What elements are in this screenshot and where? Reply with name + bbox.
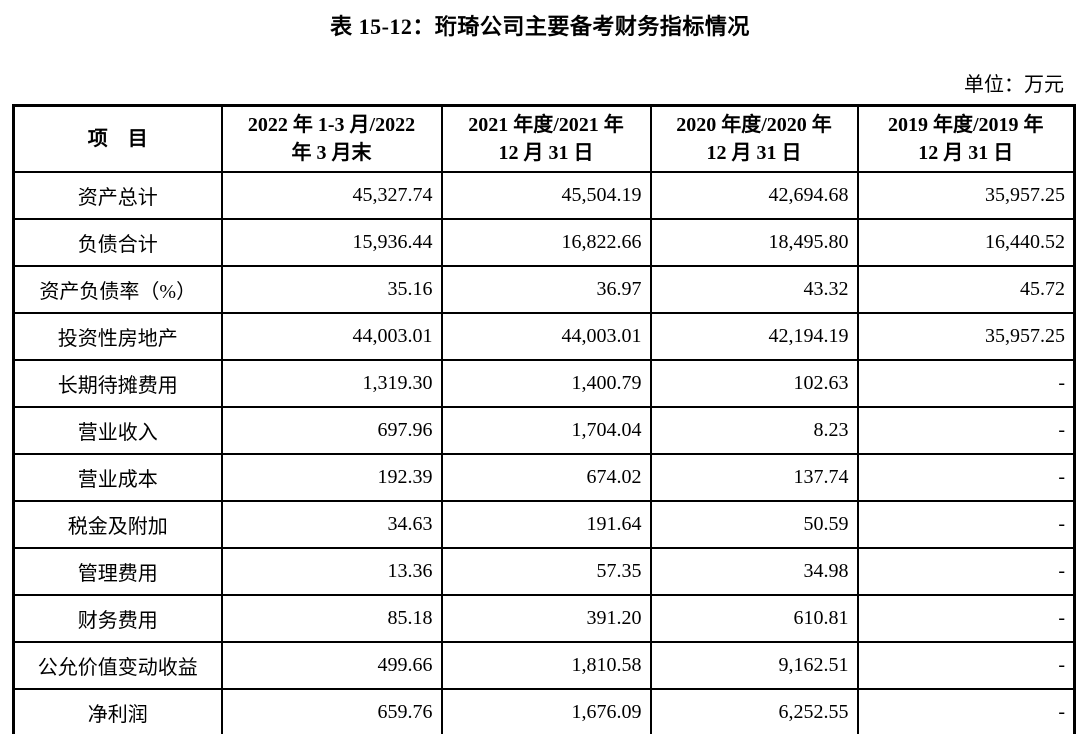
row-value: 36.97 — [440, 265, 652, 314]
row-label: 资产负债率（%） — [12, 265, 223, 314]
row-value: 137.74 — [649, 453, 859, 502]
row-value: 34.63 — [220, 500, 443, 549]
row-value: 610.81 — [649, 594, 859, 643]
row-value: 191.64 — [440, 500, 652, 549]
row-value: 35.16 — [220, 265, 443, 314]
row-value: 50.59 — [649, 500, 859, 549]
header-cell-2019-period: 2019 年度/2019 年 12 月 31 日 — [856, 104, 1076, 173]
row-value: 15,936.44 — [220, 218, 443, 267]
row-value: - — [856, 641, 1076, 690]
table-row: 管理费用 13.36 57.35 34.98- — [12, 547, 1076, 596]
row-value: 85.18 — [220, 594, 443, 643]
row-label: 财务费用 — [12, 594, 223, 643]
row-value: 57.35 — [440, 547, 652, 596]
financial-indicators-table: 项 目 2022 年 1-3 月/2022 年 3 月末 2021 年度/202… — [12, 104, 1076, 734]
row-value: 13.36 — [220, 547, 443, 596]
table-row: 投资性房地产 44,003.01 44,003.01 42,194.19 35,957.… — [12, 312, 1076, 361]
table-row: 负债合计 15,936.44 16,822.66 18,495.80 16,440.52 — [12, 218, 1076, 267]
header-cell-item: 项 目 — [12, 104, 223, 173]
row-value: 42,694.68 — [649, 171, 859, 220]
row-value: - — [856, 500, 1076, 549]
unit-label: 单位：万元 — [964, 74, 1064, 96]
row-value: - — [856, 547, 1076, 596]
row-value: 659.76 — [220, 688, 443, 734]
row-value: 35,957.25 — [856, 312, 1076, 361]
row-value: 6,252.55 — [649, 688, 859, 734]
table-body: 资产总计 45,327.74 45,504.19 42,694.68 35,957.25… — [12, 171, 1076, 734]
row-value: 34.98 — [649, 547, 859, 596]
table-row: 资产负债率（%） 35.16 36.97 43.32 45.72 — [12, 265, 1076, 314]
row-value: 16,440.52 — [856, 218, 1076, 267]
row-value: - — [856, 688, 1076, 734]
row-label: 负债合计 — [12, 218, 223, 267]
row-value: 45.72 — [856, 265, 1076, 314]
row-value: 697.96 — [220, 406, 443, 455]
page-title: 表 15-12：珩琦公司主要备考财务指标情况 — [330, 14, 750, 39]
row-value: - — [856, 453, 1076, 502]
row-label: 税金及附加 — [12, 500, 223, 549]
row-label: 投资性房地产 — [12, 312, 223, 361]
row-value: 674.02 — [440, 453, 652, 502]
row-value: 1,400.79 — [440, 359, 652, 408]
row-value: 16,822.66 — [440, 218, 652, 267]
table-row: 财务费用 85.18 391.20 610.81- — [12, 594, 1076, 643]
table-row: 公允价值变动收益 499.66 1,810.58 9,162.51- — [12, 641, 1076, 690]
row-label: 营业收入 — [12, 406, 223, 455]
row-value: 102.63 — [649, 359, 859, 408]
table-row: 营业成本 192.39 674.02 137.74- — [12, 453, 1076, 502]
header-cell-2020-period: 2020 年度/2020 年 12 月 31 日 — [649, 104, 859, 173]
row-value: 9,162.51 — [649, 641, 859, 690]
row-value: 43.32 — [649, 265, 859, 314]
row-value: 8.23 — [649, 406, 859, 455]
row-value: 35,957.25 — [856, 171, 1076, 220]
table-row: 净利润 659.76 1,676.09 6,252.55- — [12, 688, 1076, 734]
row-label: 营业成本 — [12, 453, 223, 502]
row-value: 42,194.19 — [649, 312, 859, 361]
row-label: 长期待摊费用 — [12, 359, 223, 408]
row-value: 45,327.74 — [220, 171, 443, 220]
row-value: 1,676.09 — [440, 688, 652, 734]
row-label: 资产总计 — [12, 171, 223, 220]
header-cell-2021-period: 2021 年度/2021 年 12 月 31 日 — [440, 104, 652, 173]
row-value: 1,704.04 — [440, 406, 652, 455]
row-value: 44,003.01 — [440, 312, 652, 361]
row-label: 净利润 — [12, 688, 223, 734]
row-value: - — [856, 406, 1076, 455]
row-value: - — [856, 359, 1076, 408]
table-header-row: 项 目 2022 年 1-3 月/2022 年 3 月末 2021 年度/202… — [12, 104, 1076, 173]
row-label: 管理费用 — [12, 547, 223, 596]
row-label: 公允价值变动收益 — [12, 641, 223, 690]
row-value: 45,504.19 — [440, 171, 652, 220]
table-row: 营业收入 697.96 1,704.04 8.23- — [12, 406, 1076, 455]
row-value: - — [856, 594, 1076, 643]
header-cell-2022-period: 2022 年 1-3 月/2022 年 3 月末 — [220, 104, 443, 173]
table-row: 税金及附加 34.63 191.64 50.59- — [12, 500, 1076, 549]
table-row: 资产总计 45,327.74 45,504.19 42,694.68 35,957.25 — [12, 171, 1076, 220]
row-value: 391.20 — [440, 594, 652, 643]
row-value: 192.39 — [220, 453, 443, 502]
row-value: 18,495.80 — [649, 218, 859, 267]
table-row: 长期待摊费用 1,319.30 1,400.79 102.63- — [12, 359, 1076, 408]
row-value: 44,003.01 — [220, 312, 443, 361]
row-value: 1,319.30 — [220, 359, 443, 408]
row-value: 499.66 — [220, 641, 443, 690]
row-value: 1,810.58 — [440, 641, 652, 690]
